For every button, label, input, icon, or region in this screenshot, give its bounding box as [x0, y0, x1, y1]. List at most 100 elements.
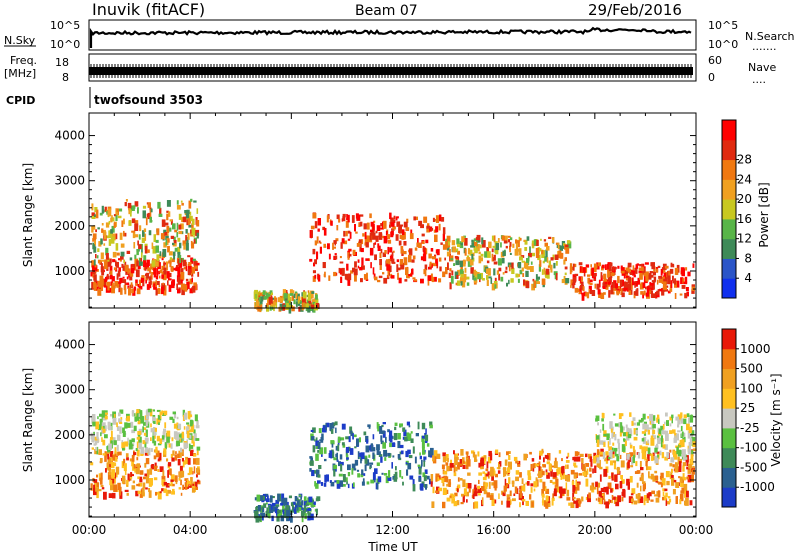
scatter-point — [370, 479, 375, 484]
scatter-point — [602, 286, 606, 289]
scatter-point — [559, 491, 563, 499]
scatter-point — [565, 460, 570, 463]
scatter-point — [426, 443, 430, 447]
scatter-point — [649, 285, 653, 288]
scatter-point — [307, 305, 311, 313]
scatter-point — [163, 287, 167, 296]
scatter-point — [573, 485, 576, 491]
scatter-point — [161, 265, 165, 271]
scatter-point — [553, 491, 557, 497]
scatter-point — [194, 414, 198, 422]
scatter-point — [664, 265, 669, 269]
scatter-point — [605, 451, 609, 456]
scatter-point — [196, 220, 200, 227]
scatter-point — [97, 288, 102, 296]
scatter-point — [446, 497, 451, 502]
scatter-point — [126, 250, 131, 254]
scatter-point — [91, 447, 94, 450]
scatter-point — [398, 457, 402, 461]
scatter-point — [116, 208, 119, 216]
scatter-point — [538, 264, 541, 272]
scatter-point — [333, 466, 337, 472]
scatter-point — [646, 458, 649, 463]
scatter-point — [580, 276, 583, 282]
scatter-point — [421, 233, 425, 237]
scatter-point — [419, 455, 422, 460]
scatter-point — [625, 267, 630, 274]
scatter-point — [157, 491, 162, 500]
scatter-point — [612, 442, 615, 446]
scatter-point — [96, 491, 99, 499]
scatter-point — [291, 306, 295, 312]
scatter-point — [456, 248, 459, 252]
scatter-point — [579, 286, 582, 294]
scatter-point — [111, 285, 115, 294]
scatter-point — [432, 217, 435, 222]
scatter-point — [153, 465, 158, 468]
scatter-point — [666, 452, 670, 459]
scatter-point — [266, 507, 270, 514]
scatter-point — [642, 282, 646, 288]
scatter-point — [663, 272, 667, 278]
scatter-point — [124, 489, 129, 492]
scatter-point — [515, 470, 520, 475]
scatter-point — [632, 282, 636, 286]
scatter-point — [689, 500, 693, 506]
scatter-point — [418, 467, 422, 475]
scatter-point — [341, 442, 345, 446]
scatter-point — [281, 499, 284, 504]
scatter-point — [322, 226, 326, 231]
scatter-point — [283, 497, 288, 506]
scatter-point — [283, 304, 287, 307]
scatter-point — [655, 497, 660, 503]
scatter-point — [374, 242, 377, 245]
scatter-point — [492, 470, 496, 476]
scatter-point — [456, 275, 459, 279]
scatter-point — [338, 473, 343, 477]
scatter-point — [366, 481, 370, 485]
scatter-point — [590, 264, 592, 268]
scatter-point — [404, 436, 408, 442]
scatter-point — [133, 452, 137, 456]
scatter-point — [177, 237, 181, 242]
scatter-point — [485, 468, 489, 472]
scatter-point — [607, 262, 612, 265]
scatter-point — [266, 502, 268, 505]
scatter-point — [95, 254, 97, 259]
scatter-point — [271, 502, 276, 506]
date-title: 29/Feb/2016 — [588, 1, 682, 19]
scatter-point — [307, 510, 310, 515]
scatter-point — [170, 479, 174, 482]
scatter-point — [477, 489, 481, 493]
scatter-point — [108, 443, 112, 450]
scatter-point — [116, 426, 120, 431]
scatter-point — [649, 271, 654, 274]
scatter-point — [596, 283, 600, 290]
scatter-point — [657, 289, 660, 295]
scatter-point — [147, 202, 151, 208]
scatter-point — [598, 497, 603, 505]
scatter-point — [170, 479, 173, 487]
scatter-point — [613, 462, 617, 470]
scatter-point — [438, 477, 442, 481]
scatter-point — [566, 464, 569, 469]
scatter-point — [684, 457, 688, 460]
scatter-point — [424, 274, 427, 277]
scatter-point — [654, 447, 658, 453]
scatter-point — [272, 506, 276, 512]
scatter-point — [621, 270, 625, 274]
scatter-point — [275, 504, 280, 507]
scatter-point — [139, 479, 143, 483]
scatter-point — [588, 282, 591, 285]
scatter-point — [640, 291, 644, 295]
scatter-point — [263, 493, 266, 498]
scatter-point — [110, 217, 115, 222]
scatter-point — [124, 202, 127, 207]
scatter-point — [679, 476, 683, 483]
scatter-point — [150, 208, 153, 213]
scatter-point — [342, 216, 346, 222]
scatter-point — [684, 276, 688, 283]
scatter-point — [379, 263, 382, 270]
scatter-point — [385, 436, 387, 443]
scatter-point — [578, 291, 581, 295]
